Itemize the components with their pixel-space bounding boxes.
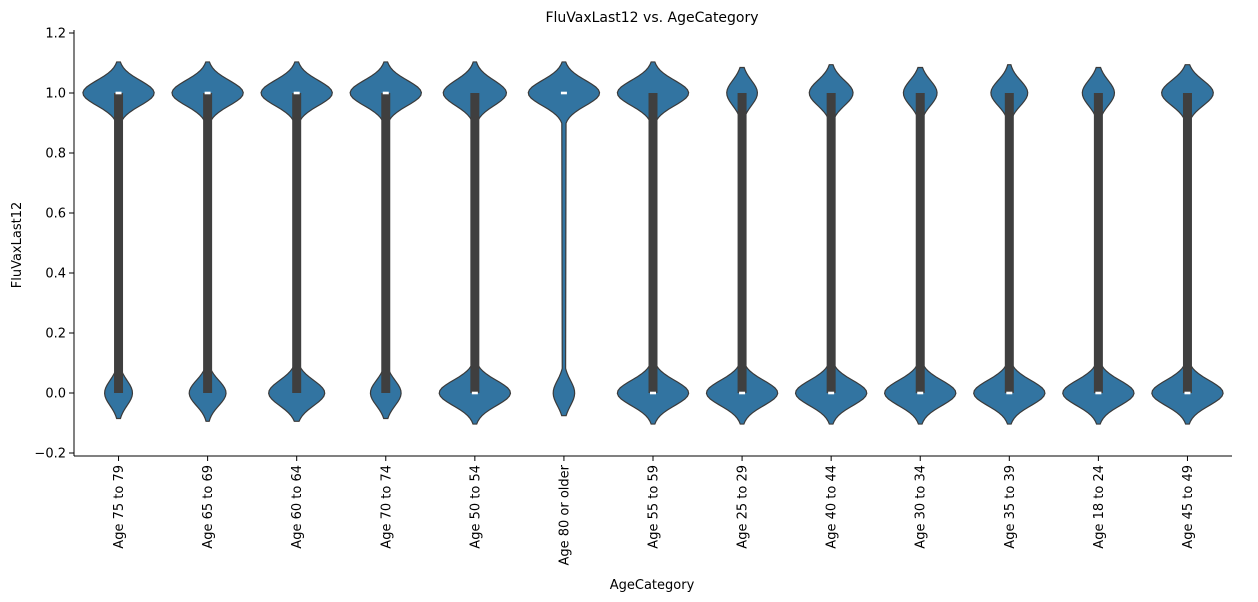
- y-tick-label: 0.6: [45, 207, 66, 222]
- violin-median: [1095, 391, 1102, 395]
- violin-iqr-box: [1004, 93, 1014, 393]
- y-tick-label: 0.0: [45, 387, 66, 402]
- violin-iqr-box: [114, 93, 124, 393]
- violin-iqr-box: [737, 93, 747, 393]
- violin-median: [293, 91, 300, 95]
- violin-iqr-box: [1182, 93, 1192, 393]
- violin-median: [739, 391, 746, 395]
- y-tick-label: −0.2: [34, 447, 66, 462]
- violin-iqr-box: [470, 93, 480, 393]
- violin-body: [527, 61, 601, 417]
- x-tick-label: Age 55 to 59: [647, 465, 662, 549]
- violin-median: [917, 391, 924, 395]
- y-axis-label: FluVaxLast12: [10, 202, 25, 289]
- x-axis: Age 75 to 79 Age 65 to 69 Age 60 to 64 Age …: [74, 455, 1232, 566]
- violin-iqr-box: [203, 93, 213, 393]
- y-tick-label: 0.2: [45, 327, 66, 342]
- violin-median: [115, 91, 122, 95]
- violin-median: [382, 91, 389, 95]
- x-tick-label: Age 40 to 44: [825, 465, 840, 549]
- x-tick-label: Age 35 to 39: [1003, 465, 1018, 549]
- x-tick-label: Age 45 to 49: [1181, 465, 1196, 549]
- violin-median: [471, 391, 478, 395]
- x-axis-label: AgeCategory: [610, 578, 695, 593]
- x-tick-label: Age 30 to 34: [914, 465, 929, 549]
- violin-median: [828, 391, 835, 395]
- violin-iqr-box: [915, 93, 925, 393]
- violin-iqr-box: [826, 93, 836, 393]
- violins-layer: [82, 61, 1224, 425]
- violin-iqr-box: [648, 93, 658, 393]
- violin-iqr-box: [292, 93, 302, 393]
- x-tick-label: Age 70 to 74: [379, 465, 394, 549]
- x-tick-label: Age 50 to 54: [468, 465, 483, 549]
- y-tick-label: 0.8: [45, 147, 66, 162]
- violin-median: [204, 91, 211, 95]
- y-tick-label: 1.0: [45, 87, 66, 102]
- y-tick-label: 1.2: [45, 27, 66, 42]
- violin-median: [1184, 391, 1191, 395]
- chart-title: FluVaxLast12 vs. AgeCategory: [545, 10, 758, 26]
- x-tick-label: Age 80 or older: [557, 464, 572, 565]
- violin-iqr-box: [1093, 93, 1103, 393]
- x-tick-label: Age 25 to 29: [736, 465, 751, 549]
- x-tick-label: Age 60 to 64: [290, 465, 305, 549]
- x-tick-label: Age 18 to 24: [1092, 465, 1107, 549]
- y-axis: −0.2 0.0 0.2 0.4 0.6 0.8 1.0 1.2: [34, 27, 75, 462]
- x-tick-label: Age 65 to 69: [201, 465, 216, 549]
- violin-median: [560, 91, 567, 95]
- violin-median: [1006, 391, 1013, 395]
- violin-median: [650, 391, 656, 395]
- violin-iqr-box: [381, 93, 391, 393]
- x-tick-label: Age 75 to 79: [112, 465, 127, 549]
- y-tick-label: 0.4: [45, 267, 66, 282]
